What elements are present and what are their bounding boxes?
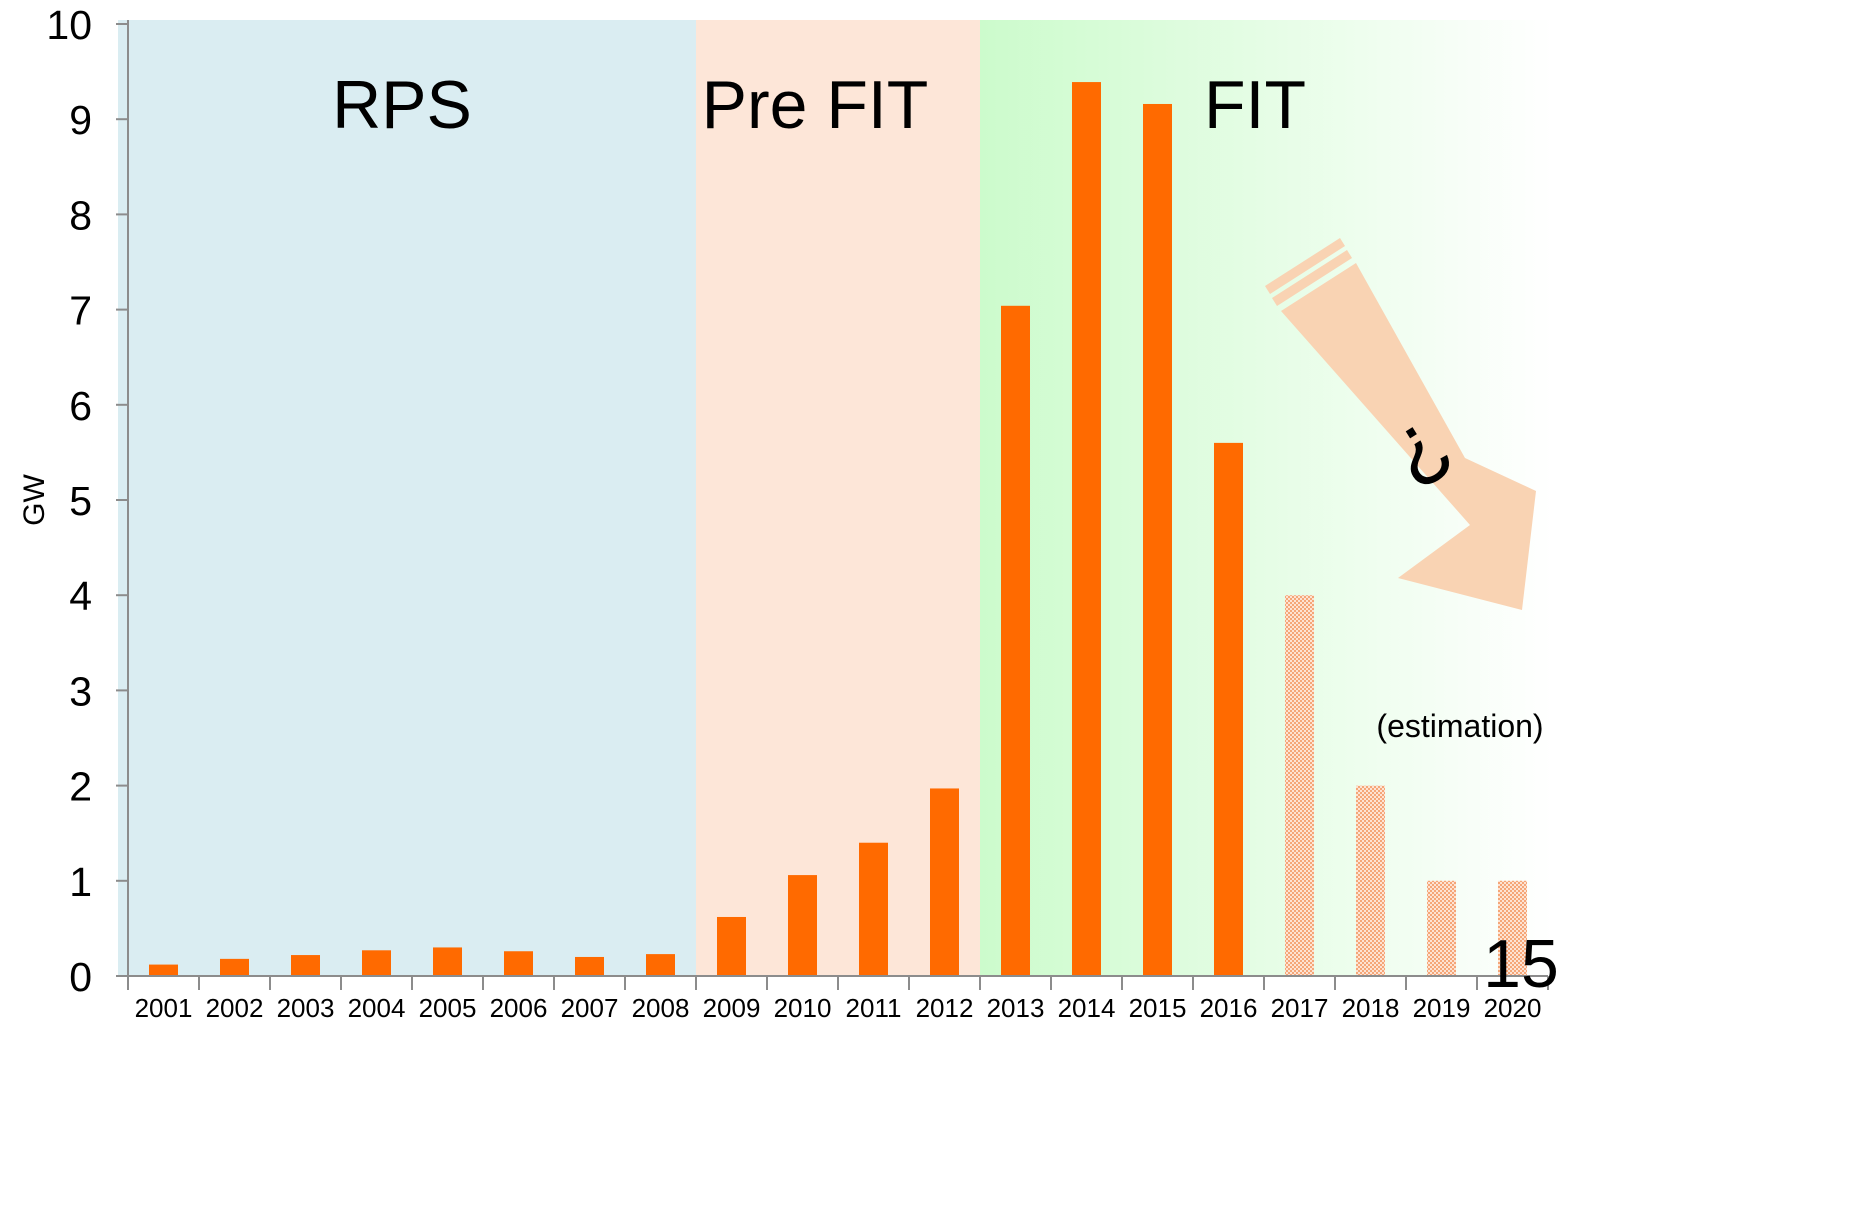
x-tick-label: 2013 (987, 993, 1045, 1023)
bar (646, 954, 675, 976)
x-tick-label: 2002 (206, 993, 264, 1023)
x-tick-label: 2003 (277, 993, 335, 1023)
bar (220, 958, 249, 976)
estimation-note: (estimation) (1376, 708, 1543, 744)
phase-label-rps: RPS (332, 67, 472, 143)
y-tick-label: 5 (69, 478, 92, 524)
x-tick-label: 2017 (1271, 993, 1329, 1023)
bar (717, 916, 746, 976)
bar-estimated (1498, 880, 1527, 976)
bar-estimated (1427, 880, 1456, 976)
x-tick-label: 2015 (1129, 993, 1187, 1023)
y-tick-label: 10 (46, 2, 92, 48)
phase-label-fit: FIT (1204, 67, 1306, 143)
bar (149, 964, 178, 976)
x-tick-label: 2012 (916, 993, 974, 1023)
phase-label-pre-fit: Pre FIT (702, 67, 929, 143)
x-tick-label: 2011 (846, 993, 902, 1023)
x-tick-label: 2004 (348, 993, 406, 1023)
labels: GW(estimation)15 (18, 473, 1559, 1002)
axes: 0 1 2 3 4 5 6 7 8 9 10 2001 2002 2003 2004 2005 2006 2007… (46, 2, 1549, 1023)
x-tick-label: 2005 (419, 993, 477, 1023)
y-axis-title: GW (18, 473, 51, 525)
x-tick-label: 2020 (1484, 993, 1542, 1023)
x-tick-label: 2018 (1342, 993, 1400, 1023)
arrow-stripe (1272, 250, 1352, 306)
bar (788, 875, 817, 976)
x-tick-label: 2010 (774, 993, 832, 1023)
bar (1072, 82, 1101, 976)
arrow-stripe (1265, 238, 1345, 294)
x-tick-label: 2001 (135, 993, 193, 1023)
y-tick-label: 7 (69, 288, 92, 334)
bar (1143, 103, 1172, 976)
phase-band-rps (118, 20, 696, 976)
bar (291, 955, 320, 976)
y-tick-label: 3 (69, 668, 92, 714)
x-tick-label: 2009 (703, 993, 761, 1023)
y-tick-label: 8 (69, 192, 92, 238)
y-tick-label: 2 (69, 764, 92, 810)
page-number: 15 (1483, 926, 1559, 1002)
x-tick-label: 2006 (490, 993, 548, 1023)
bar-estimated (1356, 785, 1385, 976)
x-tick-label: 2014 (1058, 993, 1116, 1023)
bars (149, 82, 1527, 976)
bar (504, 951, 533, 976)
x-tick-label: 2008 (632, 993, 690, 1023)
bar (575, 956, 604, 976)
bar (930, 788, 959, 976)
y-tick-label: 6 (69, 383, 92, 429)
y-tick-label: 4 (69, 573, 92, 619)
bar (859, 842, 888, 976)
y-tick-label: 9 (69, 97, 92, 143)
x-tick-label: 2019 (1413, 993, 1471, 1023)
y-tick-label: 0 (69, 954, 92, 1000)
y-tick-label: 1 (69, 859, 92, 905)
bar (1214, 442, 1243, 976)
bar (1001, 305, 1030, 976)
bar-estimated (1285, 595, 1314, 976)
bar (362, 950, 391, 976)
x-tick-label: 2016 (1200, 993, 1258, 1023)
arrow-shape (1281, 263, 1536, 610)
bar (433, 947, 462, 976)
phase-bands: RPS Pre FIT FIT (118, 20, 1552, 976)
x-tick-label: 2007 (561, 993, 619, 1023)
